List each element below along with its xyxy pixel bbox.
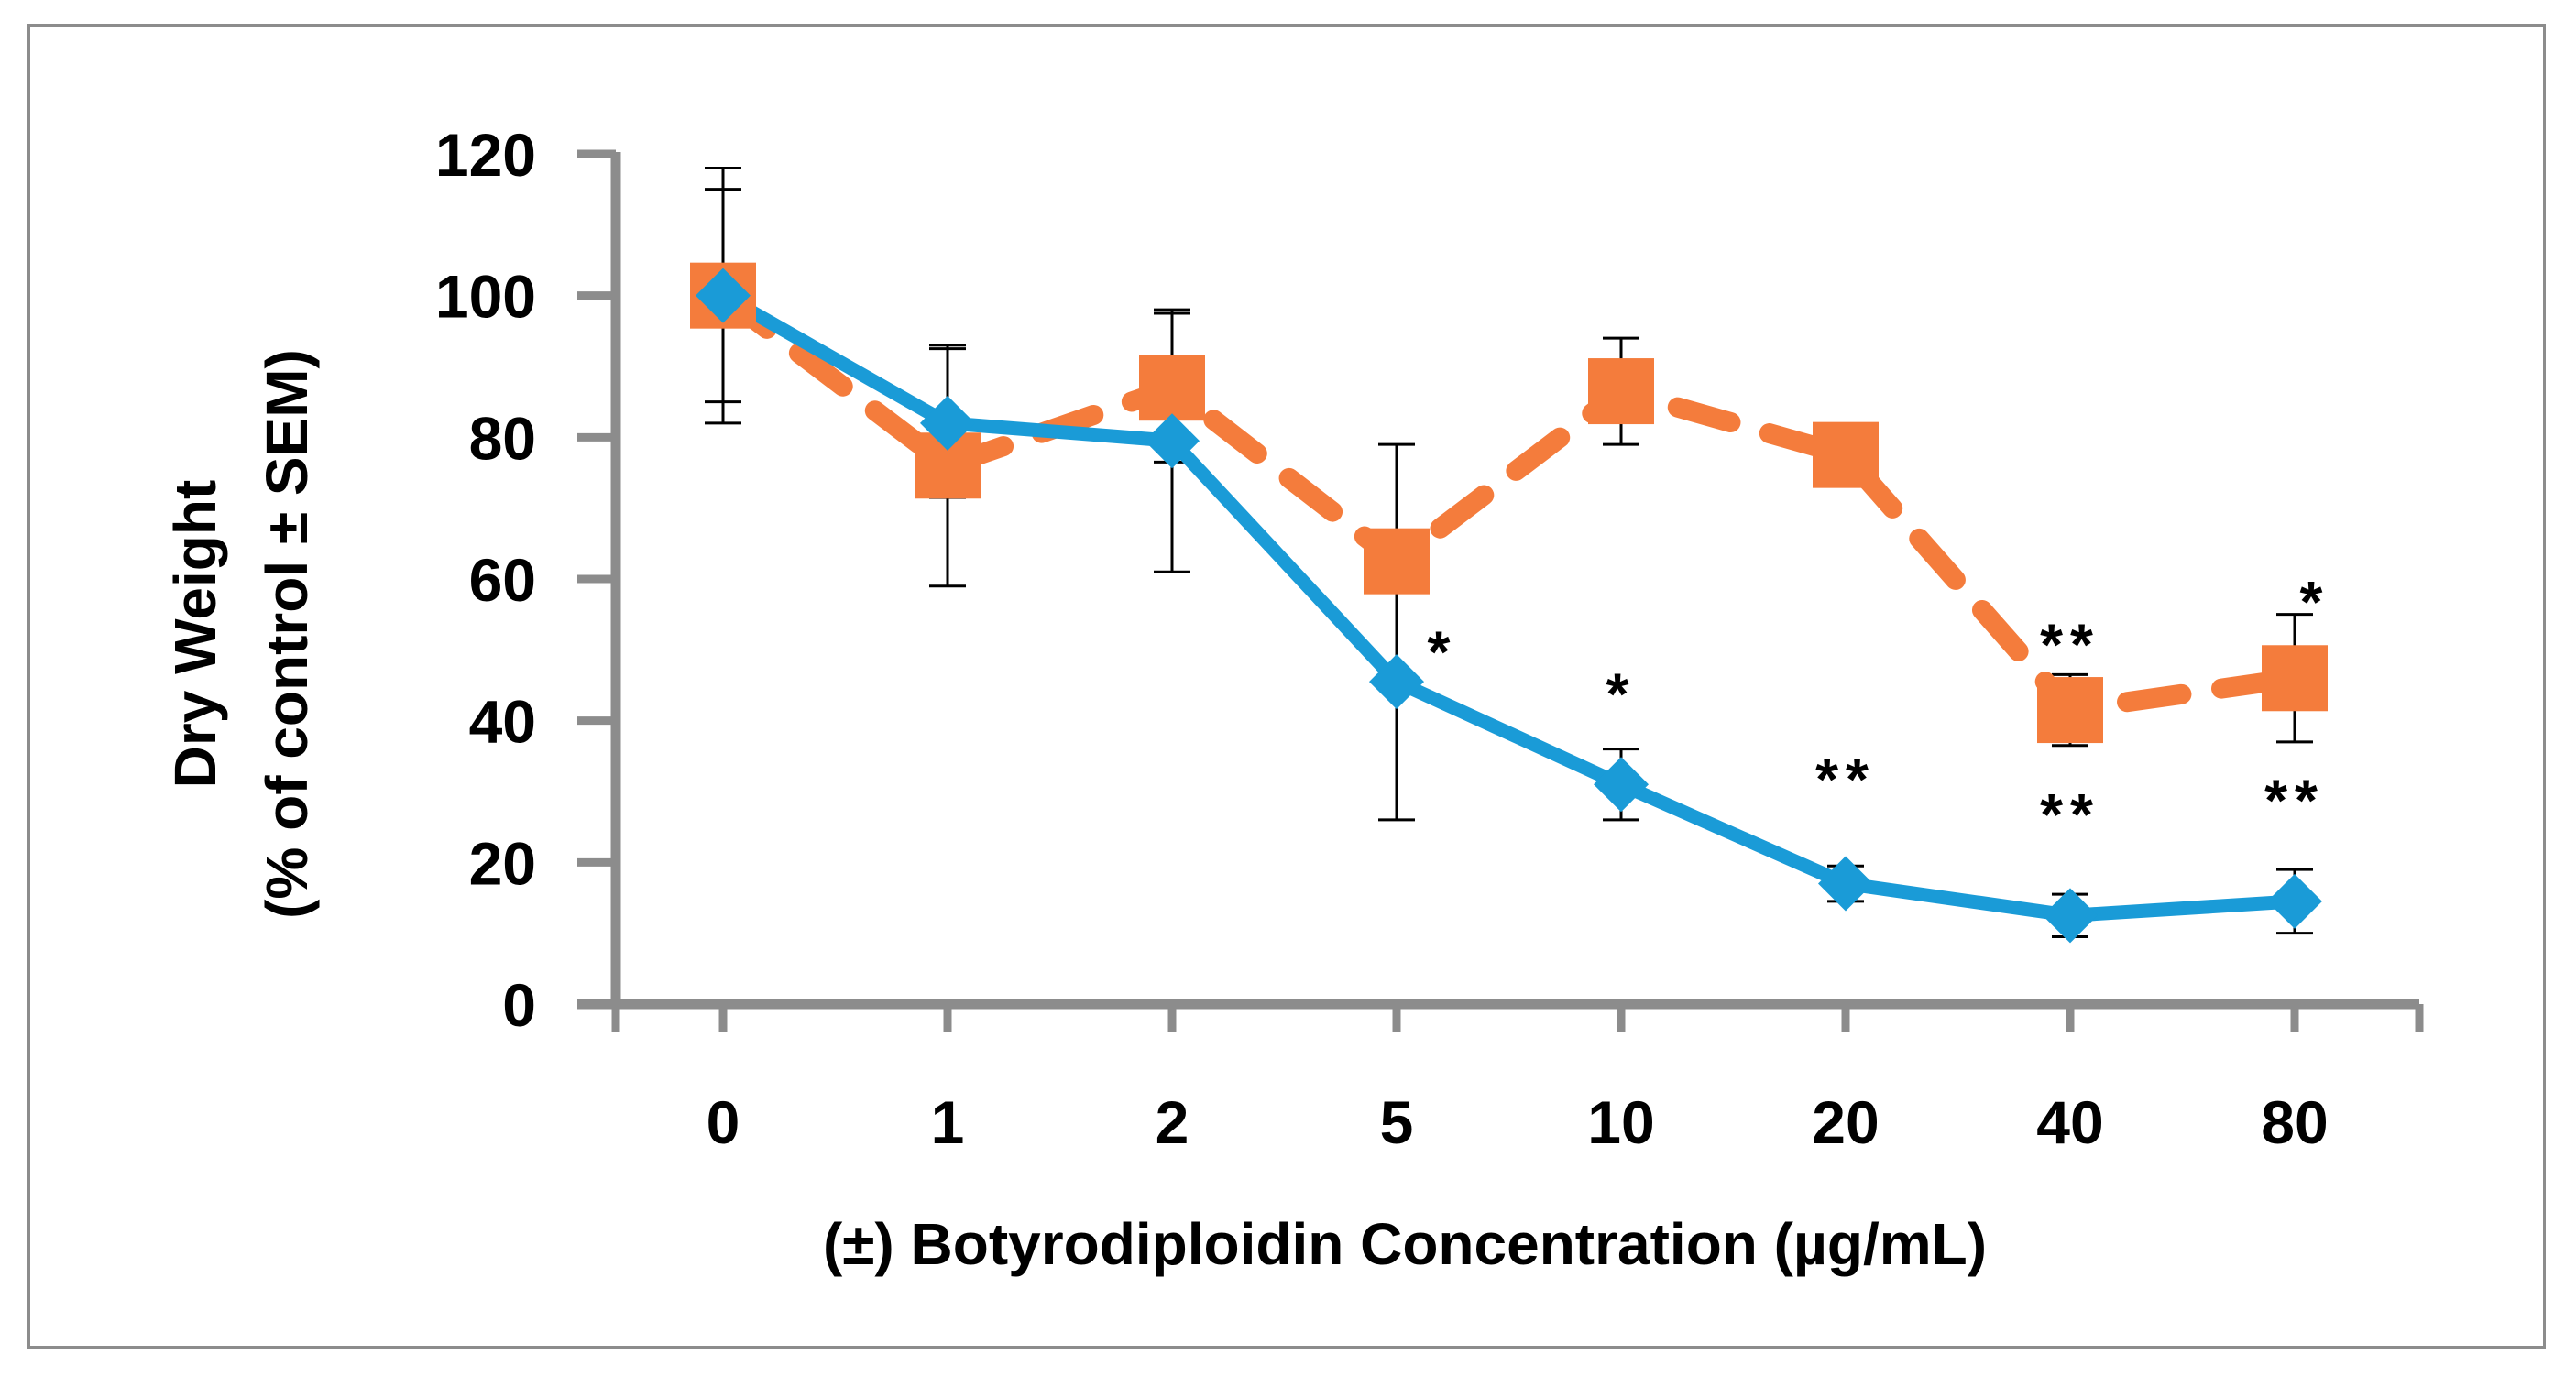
y-tick-label: 0 — [502, 971, 536, 1039]
significance-mark: ** — [2264, 768, 2325, 834]
x-tick-label: 40 — [2036, 1088, 2103, 1156]
marker-diamond-series_a — [2267, 873, 2322, 929]
marker-square-series_b — [1588, 358, 1654, 425]
marker-square-series_b — [2262, 645, 2328, 712]
significance-mark: ** — [2040, 612, 2100, 678]
marker-square-series_b — [2037, 677, 2103, 744]
series-markers — [690, 262, 2328, 944]
series-line-series_b — [713, 285, 2305, 721]
y-tick-label: 120 — [435, 121, 536, 189]
x-tick-label: 20 — [1812, 1088, 1879, 1156]
x-tick-label: 2 — [1156, 1088, 1189, 1156]
x-axis-title: (±) Botyrodiploidin Concentration (µg/mL… — [823, 1211, 1987, 1277]
y-tick-label: 60 — [469, 546, 536, 614]
significance-mark: ** — [2040, 781, 2100, 847]
y-axis-title: Dry Weight (% of control ± SEM) — [162, 349, 320, 919]
y-tick-label: 40 — [469, 688, 536, 756]
marker-diamond-series_a — [1145, 413, 1200, 469]
marker-square-series_b — [1139, 355, 1205, 421]
y-tick-label: 20 — [469, 829, 536, 897]
marker-diamond-series_a — [696, 268, 751, 323]
marker-diamond-series_a — [920, 395, 975, 451]
marker-square-series_b — [1813, 421, 1879, 488]
x-tick-label: 80 — [2261, 1088, 2328, 1156]
x-tick-label: 10 — [1587, 1088, 1654, 1156]
x-tick-label: 5 — [1380, 1088, 1414, 1156]
series-line-series_a — [719, 289, 2296, 923]
y-axis-title-line1: Dry Weight — [162, 480, 228, 789]
x-tick-label: 0 — [707, 1088, 740, 1156]
significance-annotations: ****** ***** — [1428, 569, 2330, 847]
x-tick-label: 1 — [931, 1088, 965, 1156]
significance-mark: ** — [1815, 747, 1876, 813]
y-axis-title-line2: (% of control ± SEM) — [254, 349, 320, 919]
axes — [577, 149, 2424, 1032]
series-lines — [713, 285, 2305, 923]
tick-labels: 0 20 40 60 80 100 120 0 1 2 5 10 20 40 80 — [435, 121, 2329, 1156]
marker-diamond-series_a — [2043, 888, 2098, 944]
marker-diamond-series_a — [1369, 654, 1424, 710]
significance-mark: * — [1428, 618, 1458, 684]
significance-mark: * — [2300, 569, 2330, 635]
chart-frame — [27, 24, 2546, 1349]
marker-diamond-series_a — [1818, 856, 1873, 912]
marker-diamond-series_a — [1594, 757, 1649, 813]
y-tick-label: 100 — [435, 263, 536, 331]
marker-square-series_b — [1364, 528, 1430, 595]
y-tick-label: 80 — [469, 404, 536, 472]
significance-mark: * — [1606, 661, 1637, 727]
